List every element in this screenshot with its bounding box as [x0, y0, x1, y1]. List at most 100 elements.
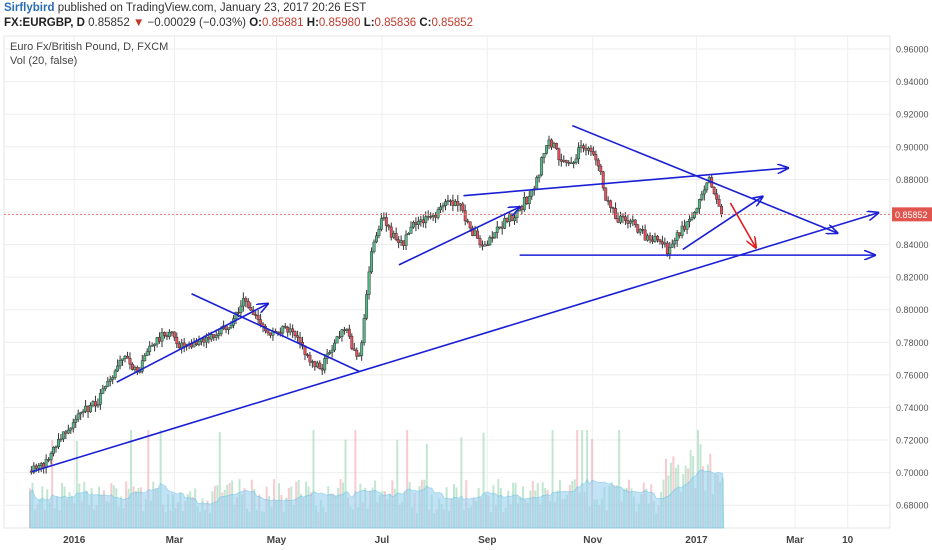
candle-body [604, 187, 608, 201]
candle-body [582, 145, 585, 149]
candle-body [318, 362, 322, 369]
volume-bar [218, 431, 221, 528]
candle-body [89, 404, 92, 413]
candle-body [91, 401, 95, 406]
candle-body [305, 354, 309, 356]
candle-body [473, 230, 477, 236]
candle-body [47, 459, 51, 461]
candle-body [668, 246, 672, 255]
candle-body [384, 217, 388, 226]
candle-body [601, 171, 605, 189]
candle-body [660, 241, 664, 245]
change-arrow-icon: ▼ [132, 17, 145, 29]
candle-body [94, 401, 97, 407]
trend-line [398, 207, 520, 266]
candle-body [96, 404, 100, 407]
candle-body [683, 225, 687, 230]
candle-body [170, 331, 174, 334]
x-tick-label: 2017 [685, 535, 708, 546]
candle-body [564, 160, 568, 163]
candle-body [503, 218, 507, 229]
volume-bar [147, 430, 150, 528]
candle-body [333, 342, 337, 351]
candle-body [160, 332, 164, 342]
candle-body [399, 240, 403, 243]
candle-body [456, 201, 460, 206]
candle-body [158, 337, 161, 342]
candle-body [269, 332, 272, 336]
candle-body [535, 177, 539, 189]
candle-body [296, 335, 300, 338]
published-text: published on TradingView.com, January 23… [57, 2, 367, 14]
y-tick-label: 0.72000 [896, 436, 929, 446]
candle-body [688, 219, 691, 222]
candle-body [670, 243, 674, 248]
price-chart[interactable]: 0.68000 0.70000 0.72000 0.74000 0.76000 0.780… [0, 32, 932, 550]
chart-legend-title: Euro Fx/British Pound, D, FXCM [10, 41, 169, 53]
volume-bar [130, 430, 133, 528]
author-link[interactable]: Sirflybird [4, 2, 55, 14]
candle-body [429, 216, 433, 218]
candle-body [510, 213, 514, 221]
candle-body [347, 328, 351, 337]
candle-body [453, 201, 457, 206]
symbol-label: FX:EURGBP, D [4, 17, 85, 29]
candle-body [638, 228, 642, 233]
candle-body [328, 352, 332, 355]
candle-body [197, 341, 201, 345]
candle-body [591, 151, 595, 155]
candle-body [720, 206, 724, 215]
candle-body [498, 226, 502, 229]
candle-body [678, 232, 682, 236]
trend-line [463, 168, 789, 197]
candle-body [202, 338, 206, 343]
candle-body [609, 200, 613, 208]
candle-body [574, 158, 578, 163]
candle-body [355, 350, 359, 357]
candle-body [559, 159, 563, 162]
candle-body [79, 412, 83, 415]
candle-body [281, 325, 285, 334]
volume-bar [354, 430, 357, 528]
candle-body [345, 328, 349, 331]
candle-body [448, 200, 452, 202]
candle-body [98, 393, 102, 405]
y-tick-label: 0.84000 [896, 240, 929, 250]
candle-body [370, 251, 373, 273]
candle-body [705, 182, 709, 191]
candle-body [148, 345, 152, 352]
candle-body [466, 220, 470, 223]
volume-bar [396, 440, 399, 528]
candle-body [572, 162, 576, 164]
candle-body [133, 367, 137, 370]
candle-body [308, 354, 312, 363]
candle-body [394, 233, 398, 241]
close-label: C: [419, 17, 432, 29]
candle-body [715, 193, 719, 200]
candle-body [288, 328, 292, 333]
x-tick-label: Jul [375, 535, 390, 546]
candle-body [54, 446, 58, 449]
candle-body [488, 237, 492, 246]
candle-body [180, 342, 184, 349]
candle-body [594, 153, 598, 161]
candle-body [407, 233, 410, 236]
candle-body [700, 193, 704, 200]
high-value: 0.85980 [318, 17, 361, 29]
candle-body [365, 294, 369, 319]
candle-body [76, 413, 80, 420]
publish-line: Sirflybird published on TradingView.com,… [4, 2, 366, 14]
candle-body [481, 244, 484, 247]
volume-bar [312, 430, 315, 528]
volume-legend: Vol (20, false) [10, 55, 78, 67]
candle-body [379, 218, 383, 230]
candle-body [587, 147, 590, 151]
candle-body [121, 358, 125, 361]
candle-body [416, 221, 420, 225]
candle-body [520, 206, 524, 211]
y-tick-label: 0.68000 [896, 501, 929, 511]
last-price-tag [892, 207, 932, 222]
publish-header: Sirflybird published on TradingView.com,… [0, 0, 932, 32]
candle-body [266, 330, 270, 334]
candle-body [32, 465, 36, 473]
